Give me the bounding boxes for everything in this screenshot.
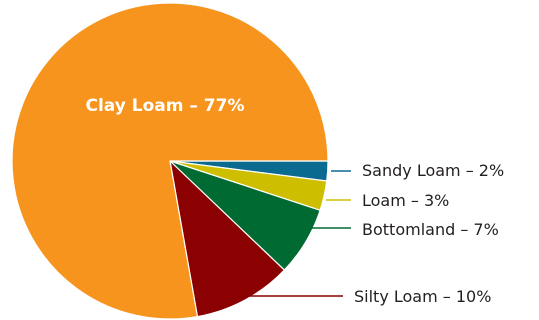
pie-slice-silty-loam [169,159,286,318]
pie-slices [11,2,329,320]
pie-slice-clay-loam [11,2,329,320]
slice-label-bottomland: Bottomland – 7% [362,220,499,239]
leader-lines [233,170,351,297]
slice-labels: Sandy Loam – 2% Loam – 3% Bottomland – 7% S… [86,96,505,306]
slice-label-sandy-loam: Sandy Loam – 2% [362,161,504,180]
slice-label-silty-loam: Silty Loam – 10% [354,287,491,306]
slice-label-loam: Loam – 3% [362,191,449,210]
slice-label-clay-loam: Clay Loam – 77% [86,96,245,116]
